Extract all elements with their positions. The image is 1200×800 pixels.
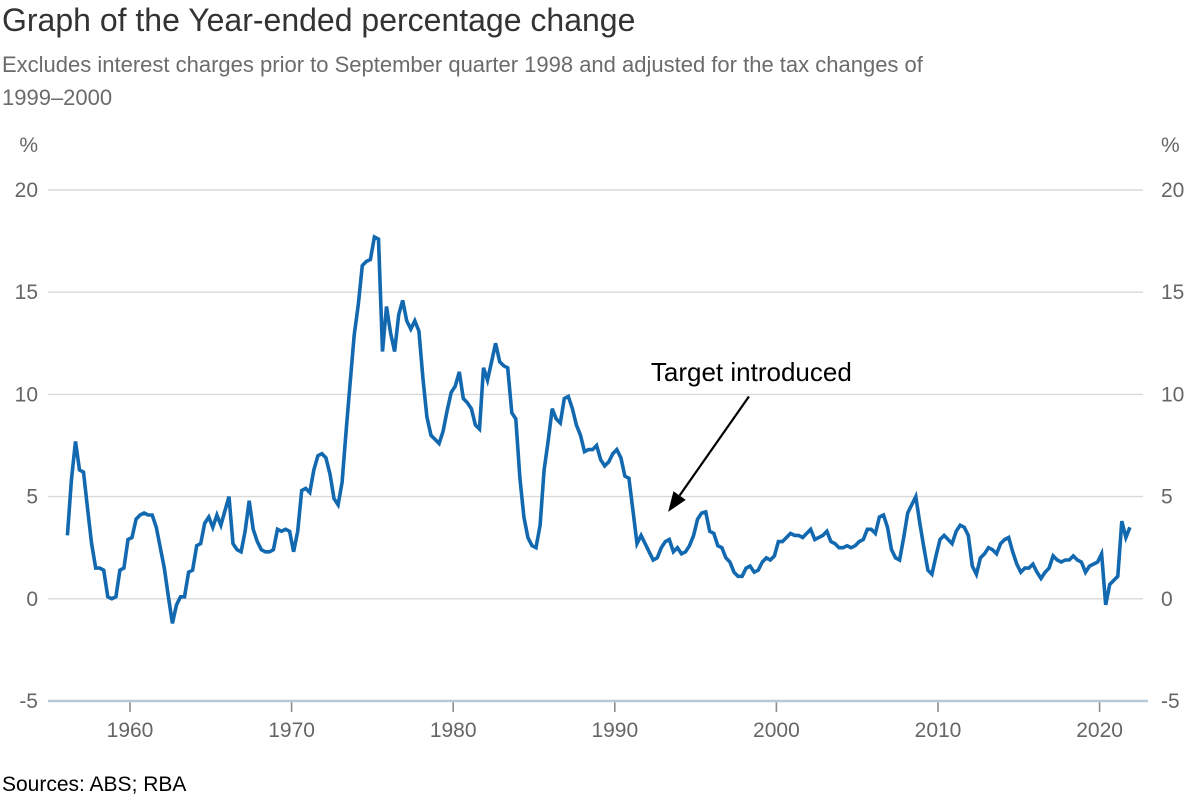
x-tick-label: 1990: [591, 719, 638, 742]
x-tick-label: 1960: [107, 719, 154, 742]
y-tick-label-right: 10: [1161, 383, 1184, 406]
y-tick-label-left: -5: [19, 690, 38, 713]
chart-subtitle: Excludes interest charges prior to Septe…: [2, 52, 923, 110]
y-tick-label-right: 20: [1161, 179, 1184, 202]
y-tick-label-right: 5: [1161, 486, 1173, 509]
y-tick-label-right: -5: [1161, 690, 1180, 713]
y-tick-label-right: 0: [1161, 588, 1173, 611]
x-tick-label: 2020: [1076, 719, 1123, 742]
y-gridlines: [48, 189, 1148, 703]
x-tick-label: 2000: [753, 719, 800, 742]
x-tick-label: 1970: [268, 719, 315, 742]
y-tick-label-left: 5: [26, 486, 38, 509]
y-tick-label-left: 15: [15, 281, 38, 304]
chart-title: Graph of the Year-ended percentage chang…: [2, 2, 636, 38]
annotation-arrowhead: [668, 491, 686, 512]
annotation-arrow-shaft: [678, 395, 750, 497]
y-tick-label-left: 20: [15, 179, 38, 202]
x-tick-label: 2010: [915, 719, 962, 742]
y-tick-label-left: 10: [15, 383, 38, 406]
y-axis-labels-left: 20 15 10 5 0 -5: [15, 179, 38, 713]
axis-unit-label-right: %: [1161, 134, 1180, 157]
x-axis-ticks-and-labels: 1960 1970 1980 1990 2000 2010 2020: [107, 702, 1123, 742]
y-tick-label-right: 15: [1161, 281, 1184, 304]
y-axis-labels-right: 20 15 10 5 0 -5: [1161, 179, 1184, 713]
annotation-text: Target introduced: [651, 357, 852, 387]
y-tick-label-left: 0: [26, 588, 38, 611]
axis-unit-label-left: %: [19, 134, 38, 157]
x-tick-label: 1980: [430, 719, 477, 742]
chart-sources: Sources: ABS; RBA: [2, 773, 187, 796]
inflation-line: [65, 234, 1132, 624]
